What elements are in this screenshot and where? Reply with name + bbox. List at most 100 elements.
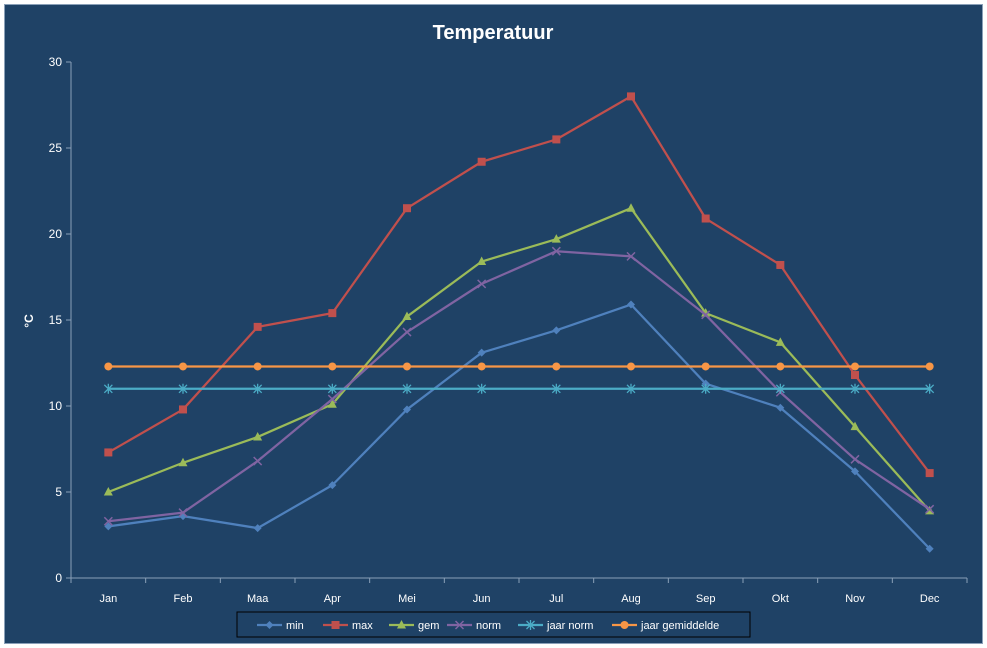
data-point-min <box>477 348 486 357</box>
legend-marker <box>397 620 406 629</box>
data-point-max <box>851 371 859 380</box>
data-point-max <box>403 204 411 213</box>
data-point-min <box>253 524 262 533</box>
data-point-jaar-norm <box>925 383 935 394</box>
data-point-min <box>925 544 934 553</box>
data-point-jaar-norm <box>551 383 561 394</box>
data-point-min <box>701 379 710 388</box>
legend-item-norm: norm <box>447 620 501 632</box>
data-point-jaar-gemiddelde <box>627 362 635 371</box>
y-tick-label: 30 <box>49 55 63 69</box>
y-tick-label: 25 <box>49 141 63 155</box>
data-point-jaar-norm <box>850 383 860 394</box>
y-tick-label: 15 <box>49 313 63 327</box>
chart-area: Temperatuur °C 0 5 10 15 20 25 30 Jan Feb Maa Apr… <box>4 4 983 644</box>
data-point-jaar-norm <box>626 383 636 394</box>
x-tick-label: Jun <box>473 593 491 605</box>
series-line-min <box>108 303 931 550</box>
y-tick-label: 10 <box>49 399 63 413</box>
data-point-jaar-norm <box>253 383 263 394</box>
legend-marker <box>265 621 274 629</box>
legend-marker <box>526 620 535 630</box>
data-point-norm <box>103 516 113 526</box>
data-point-jaar-norm <box>701 383 711 394</box>
data-point-max <box>179 405 187 414</box>
data-point-norm <box>327 394 337 404</box>
data-point-max <box>701 214 710 223</box>
legend-label: max <box>352 620 373 632</box>
data-point-min <box>627 300 635 309</box>
data-point-jaar-gemiddelde <box>403 362 411 371</box>
data-point-jaar-gemiddelde <box>179 362 187 371</box>
series-norm <box>103 246 935 526</box>
data-point-max <box>552 135 561 144</box>
x-tick-label: Jan <box>99 593 117 605</box>
y-tick-label: 20 <box>49 227 63 241</box>
data-point-max <box>925 469 934 478</box>
data-point-jaar-norm <box>402 383 412 394</box>
data-point-max <box>253 322 262 331</box>
data-point-gem <box>775 337 785 346</box>
data-point-max <box>776 260 785 269</box>
data-point-gem <box>402 311 412 321</box>
x-tick-label: Aug <box>621 593 641 605</box>
data-point-jaar-gemiddelde <box>776 362 785 371</box>
legend-item-gem: gem <box>389 620 439 632</box>
data-point-norm <box>178 508 188 518</box>
data-point-jaar-norm <box>477 383 487 394</box>
series-jaar-norm <box>103 383 935 394</box>
legend-label: norm <box>476 620 501 632</box>
data-point-min <box>403 405 411 414</box>
data-point-jaar-gemiddelde <box>104 362 113 371</box>
series-jaar-gemiddelde <box>104 362 934 371</box>
data-point-jaar-norm <box>327 383 337 394</box>
legend-label: min <box>286 620 304 632</box>
data-point-norm <box>477 279 487 289</box>
data-point-norm <box>850 454 860 464</box>
legend-marker <box>331 621 340 629</box>
chart-title: Temperatuur <box>433 22 554 44</box>
x-tick-label: Okt <box>772 593 789 605</box>
data-point-min <box>851 467 859 476</box>
data-point-norm <box>253 456 263 466</box>
data-point-jaar-gemiddelde <box>925 362 934 371</box>
data-point-gem <box>178 457 188 467</box>
legend-item-jaar-gemiddelde: jaar gemiddelde <box>612 620 719 632</box>
data-point-min <box>104 522 113 531</box>
data-point-jaar-gemiddelde <box>552 362 561 371</box>
x-tick-label: Nov <box>845 593 865 605</box>
x-tick-label: Maa <box>247 593 269 605</box>
temperature-line-chart: Temperatuur °C 0 5 10 15 20 25 30 Jan Feb Maa Apr… <box>22 22 968 638</box>
data-point-jaar-gemiddelde <box>701 362 710 371</box>
legend-marker <box>620 621 629 629</box>
series-line-max <box>107 95 931 474</box>
data-point-norm <box>925 504 935 514</box>
data-point-gem <box>551 234 561 243</box>
legend-box <box>236 611 751 638</box>
data-point-min <box>776 403 785 412</box>
series-min <box>104 300 934 553</box>
data-point-gem <box>477 256 487 266</box>
data-point-min <box>179 512 187 521</box>
data-point-min <box>552 326 561 335</box>
y-axis-label: °C <box>22 314 36 328</box>
data-point-jaar-gemiddelde <box>253 362 262 371</box>
data-point-max <box>477 157 486 166</box>
y-tick-label: 5 <box>55 485 62 499</box>
x-tick-label: Mei <box>398 593 416 605</box>
series-line-gem <box>107 207 931 512</box>
data-point-norm <box>626 251 636 261</box>
x-tick-label: Sep <box>696 593 716 605</box>
x-tick-label: Feb <box>174 593 193 605</box>
data-point-gem <box>850 421 860 431</box>
legend-label: jaar norm <box>546 620 593 632</box>
data-point-max <box>627 92 635 101</box>
data-point-gem <box>626 203 636 212</box>
legend-label: jaar gemiddelde <box>640 620 719 632</box>
x-tick-label: Dec <box>920 593 940 605</box>
data-point-max <box>104 448 113 457</box>
x-tick-label: Jul <box>549 593 563 605</box>
data-point-max <box>328 309 337 318</box>
y-tick-label: 0 <box>55 571 62 585</box>
legend-label: gem <box>418 620 439 632</box>
